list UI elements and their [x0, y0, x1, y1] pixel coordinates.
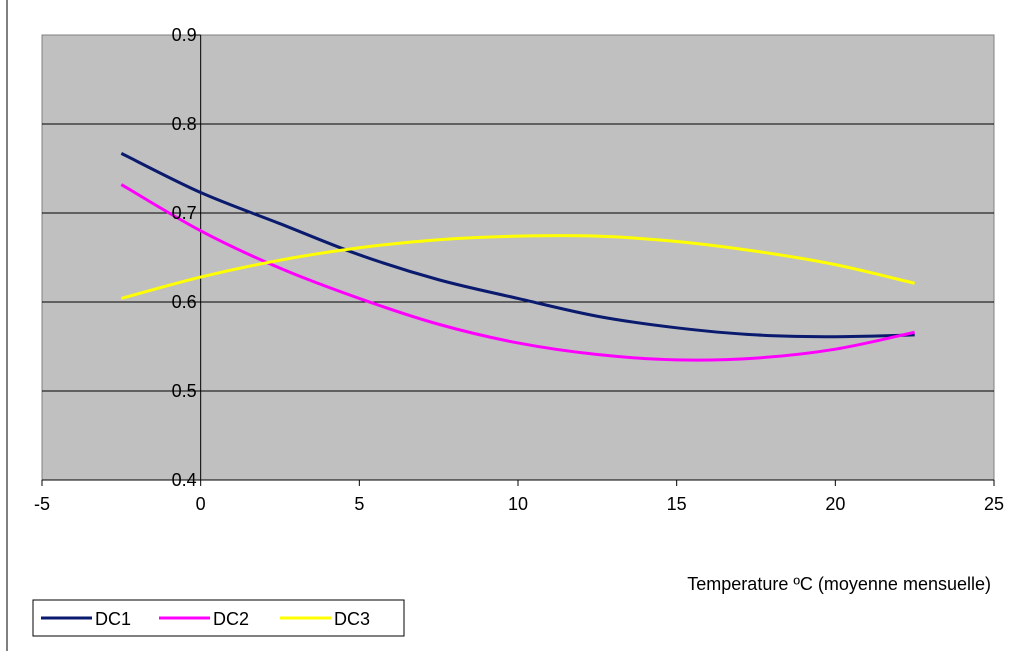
- x-tick-label: 25: [984, 494, 1004, 514]
- series-layer: [120, 152, 916, 362]
- x-axis-label: Temperature ºC (moyenne mensuelle): [687, 574, 991, 594]
- x-tick-label: 20: [825, 494, 845, 514]
- x-tick-label: 15: [667, 494, 687, 514]
- legend: DC1 DC2 DC3: [32, 599, 405, 637]
- y-tick-label: 0.4: [172, 470, 197, 490]
- legend-label-dc3: DC3: [334, 609, 370, 629]
- legend-label-dc2: DC2: [213, 609, 249, 629]
- axis-layer: [41, 34, 995, 486]
- legend-box: [32, 599, 405, 637]
- x-tick-label: 5: [354, 494, 364, 514]
- y-tick-label: 0.7: [172, 203, 197, 223]
- plot-area: [41, 34, 995, 481]
- x-tick-label: -5: [34, 494, 50, 514]
- legend-label-dc1: DC1: [95, 609, 131, 629]
- y-tick-label: 0.6: [172, 292, 197, 312]
- series-line-dc2: [120, 183, 915, 362]
- y-tick-label: 0.8: [172, 114, 197, 134]
- tick-label-layer: 0.4 0.5 0.6 0.7 0.8 0.9 -5 0 5 10 15 20 25: [34, 25, 1004, 514]
- y-tick-label: 0.9: [172, 25, 197, 45]
- x-tick-label: 0: [196, 494, 206, 514]
- y-tick-label: 0.5: [172, 381, 197, 401]
- x-tick-label: 10: [508, 494, 528, 514]
- series-line-dc1: [120, 152, 915, 339]
- series-line-dc3: [120, 234, 916, 300]
